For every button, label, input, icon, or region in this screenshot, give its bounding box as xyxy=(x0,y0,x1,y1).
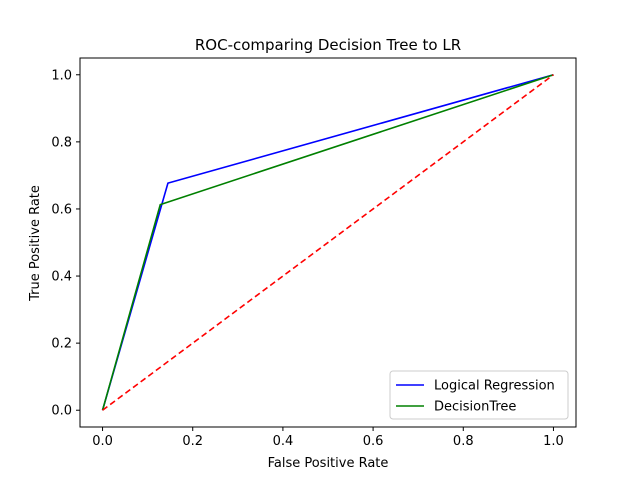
y-tick-label: 0.2 xyxy=(51,337,72,352)
y-axis-ticks: 0.0 0.2 0.4 0.6 0.8 1.0 xyxy=(51,68,80,419)
y-tick-label: 1.0 xyxy=(51,68,72,83)
x-tick-label: 0.8 xyxy=(453,434,474,449)
legend-label-decisiontree: DecisionTree xyxy=(434,400,516,415)
x-tick-label: 0.4 xyxy=(273,434,294,449)
series-line-diagonal xyxy=(102,74,554,411)
plot-area xyxy=(79,57,577,428)
legend-box xyxy=(389,370,569,420)
x-tick-label: 0.6 xyxy=(363,434,384,449)
chart-title: ROC-comparing Decision Tree to LR xyxy=(195,36,461,54)
y-axis-label: True Positive Rate xyxy=(28,185,43,302)
legend-label-logical-regression: Logical Regression xyxy=(434,379,555,394)
series-line-decisiontree xyxy=(101,74,554,411)
y-tick-label: 0.6 xyxy=(51,202,72,217)
y-tick-label: 0.8 xyxy=(51,135,72,150)
x-tick-label: 0.0 xyxy=(92,434,113,449)
x-tick-label: 0.2 xyxy=(182,434,203,449)
y-tick-label: 0.0 xyxy=(51,404,72,419)
x-axis-label: False Positive Rate xyxy=(268,456,389,471)
x-tick-label: 1.0 xyxy=(543,434,564,449)
y-tick-label: 0.4 xyxy=(51,270,72,285)
legend: Logical Regression DecisionTree xyxy=(389,370,569,420)
x-axis-ticks: 0.0 0.2 0.4 0.6 0.8 1.0 xyxy=(92,427,564,449)
axes-frame xyxy=(79,57,577,428)
